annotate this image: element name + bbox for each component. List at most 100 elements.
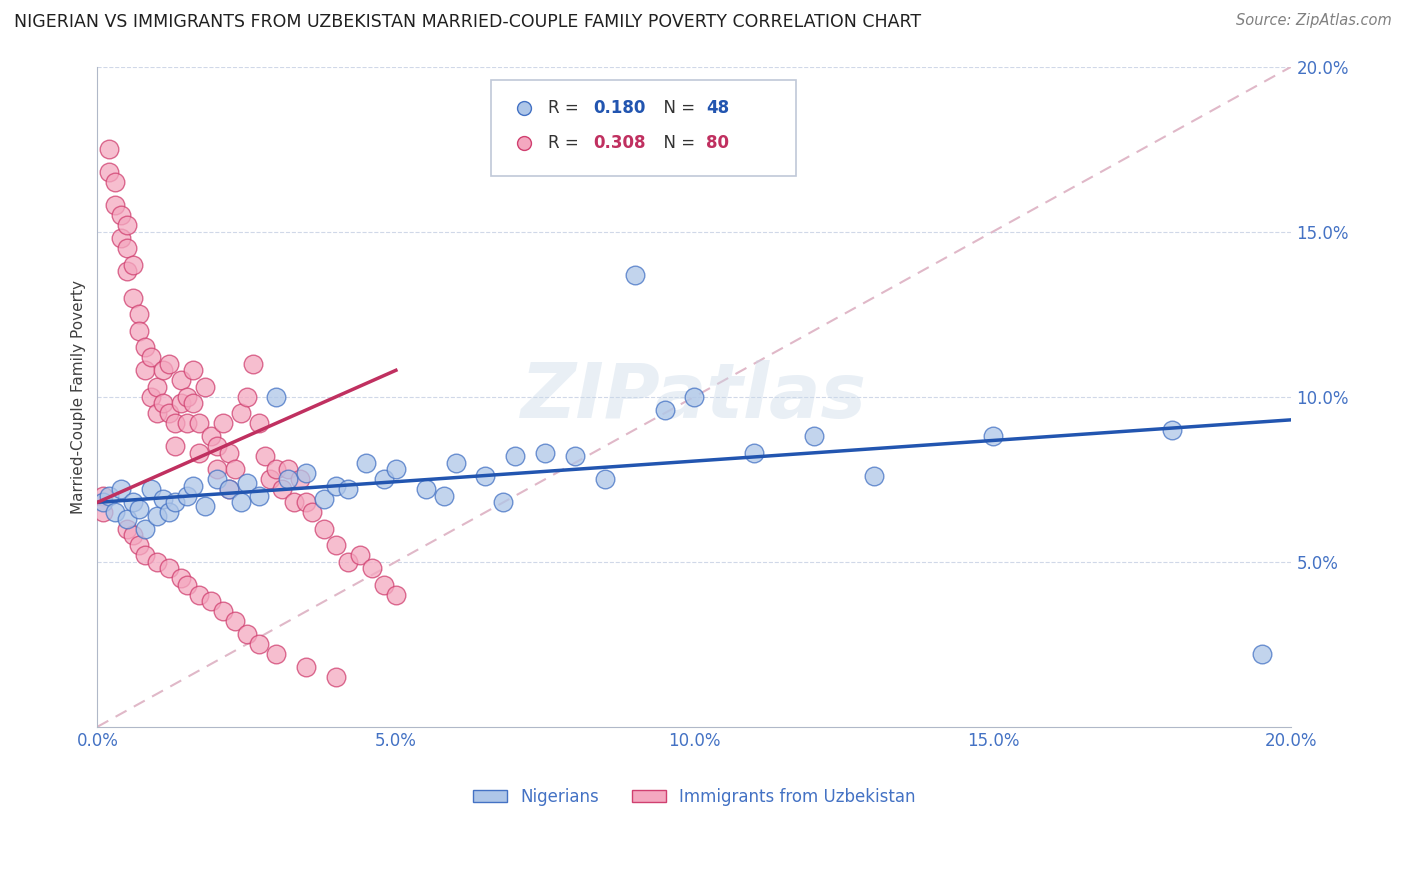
Point bbox=[200, 429, 222, 443]
Point bbox=[139, 390, 162, 404]
Point bbox=[373, 578, 395, 592]
Point bbox=[134, 548, 156, 562]
Point bbox=[433, 489, 456, 503]
Point bbox=[271, 482, 294, 496]
Point bbox=[349, 548, 371, 562]
Point bbox=[122, 291, 145, 305]
Point bbox=[194, 499, 217, 513]
Point bbox=[623, 268, 645, 282]
Point bbox=[218, 482, 240, 496]
Point bbox=[98, 142, 121, 156]
Point bbox=[194, 380, 217, 394]
Text: NIGERIAN VS IMMIGRANTS FROM UZBEKISTAN MARRIED-COUPLE FAMILY POVERTY CORRELATION: NIGERIAN VS IMMIGRANTS FROM UZBEKISTAN M… bbox=[14, 13, 921, 31]
Text: ZIPatlas: ZIPatlas bbox=[522, 359, 868, 434]
Point bbox=[134, 522, 156, 536]
Point bbox=[564, 449, 586, 463]
Point bbox=[146, 380, 169, 394]
Point bbox=[152, 491, 174, 506]
Point bbox=[337, 482, 360, 496]
Point bbox=[152, 396, 174, 410]
Point bbox=[229, 406, 252, 420]
Point bbox=[253, 449, 276, 463]
Point bbox=[187, 446, 209, 460]
Point bbox=[593, 472, 616, 486]
Point bbox=[110, 208, 132, 222]
Point bbox=[122, 528, 145, 542]
Point bbox=[266, 462, 288, 476]
Point bbox=[325, 538, 347, 552]
Point bbox=[91, 505, 114, 519]
Point bbox=[247, 637, 270, 651]
Point bbox=[385, 462, 408, 476]
Point bbox=[224, 614, 246, 628]
Point bbox=[211, 416, 233, 430]
Point bbox=[128, 324, 150, 338]
Point bbox=[176, 416, 198, 430]
Point bbox=[128, 307, 150, 321]
Point bbox=[1161, 423, 1184, 437]
Point bbox=[224, 462, 246, 476]
Point bbox=[128, 538, 150, 552]
Point bbox=[146, 508, 169, 523]
Point bbox=[492, 495, 515, 509]
Point bbox=[139, 350, 162, 364]
FancyBboxPatch shape bbox=[492, 79, 796, 176]
Point bbox=[361, 561, 384, 575]
Point bbox=[862, 469, 884, 483]
Point bbox=[474, 469, 496, 483]
Point bbox=[218, 482, 240, 496]
Text: Source: ZipAtlas.com: Source: ZipAtlas.com bbox=[1236, 13, 1392, 29]
Point bbox=[235, 390, 257, 404]
Point bbox=[301, 505, 323, 519]
Point bbox=[176, 390, 198, 404]
Point bbox=[981, 429, 1004, 443]
Y-axis label: Married-Couple Family Poverty: Married-Couple Family Poverty bbox=[72, 280, 86, 514]
Point bbox=[283, 495, 305, 509]
Point bbox=[181, 396, 204, 410]
Point bbox=[415, 482, 437, 496]
Point bbox=[139, 482, 162, 496]
Point bbox=[122, 495, 145, 509]
Text: N =: N = bbox=[652, 134, 700, 152]
Point bbox=[115, 218, 138, 232]
Point bbox=[104, 505, 127, 519]
Point bbox=[314, 491, 336, 506]
Point bbox=[534, 446, 557, 460]
Point bbox=[211, 604, 233, 618]
Point bbox=[295, 466, 318, 480]
Text: N =: N = bbox=[652, 99, 700, 117]
Point bbox=[295, 495, 318, 509]
Point bbox=[295, 660, 318, 674]
Point bbox=[170, 373, 193, 387]
Point bbox=[277, 462, 299, 476]
Point bbox=[157, 505, 180, 519]
Point bbox=[385, 588, 408, 602]
Point bbox=[325, 479, 347, 493]
Point bbox=[742, 446, 765, 460]
Point bbox=[146, 406, 169, 420]
Point bbox=[373, 472, 395, 486]
Text: R =: R = bbox=[547, 99, 583, 117]
Point bbox=[104, 198, 127, 212]
Point bbox=[104, 175, 127, 189]
Point bbox=[176, 489, 198, 503]
Legend: Nigerians, Immigrants from Uzbekistan: Nigerians, Immigrants from Uzbekistan bbox=[467, 781, 922, 813]
Point bbox=[134, 340, 156, 354]
Point bbox=[187, 588, 209, 602]
Point bbox=[247, 489, 270, 503]
Point bbox=[157, 406, 180, 420]
Point bbox=[277, 472, 299, 486]
Point bbox=[205, 472, 228, 486]
Text: 48: 48 bbox=[706, 99, 730, 117]
Point bbox=[259, 472, 281, 486]
Point bbox=[266, 390, 288, 404]
Point bbox=[187, 416, 209, 430]
Point bbox=[205, 462, 228, 476]
Text: 0.180: 0.180 bbox=[593, 99, 645, 117]
Point bbox=[242, 357, 264, 371]
Point bbox=[163, 416, 186, 430]
Point bbox=[115, 522, 138, 536]
Point bbox=[157, 561, 180, 575]
Text: R =: R = bbox=[547, 134, 583, 152]
Point bbox=[235, 475, 257, 490]
